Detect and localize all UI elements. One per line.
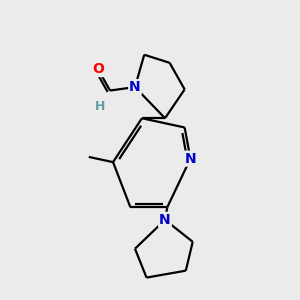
Text: O: O xyxy=(92,62,104,76)
Text: N: N xyxy=(159,213,171,227)
Text: H: H xyxy=(94,100,105,112)
Text: N: N xyxy=(184,152,196,166)
Text: N: N xyxy=(129,80,141,94)
